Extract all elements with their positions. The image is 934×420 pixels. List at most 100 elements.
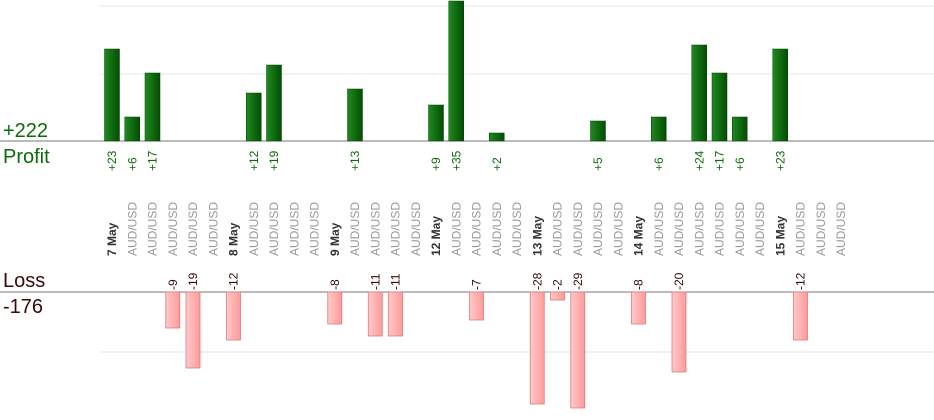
loss-value-label: -20	[672, 272, 686, 290]
profit-value-label: +6	[125, 157, 139, 171]
loss-value-label: -9	[166, 279, 180, 290]
pair-label: AUD/USD	[206, 202, 220, 256]
profit-bar	[489, 132, 505, 142]
profit-caption: Profit	[3, 146, 50, 168]
loss-bar	[570, 291, 586, 409]
pair-label: AUD/USD	[308, 202, 322, 256]
loss-value-label: -19	[186, 272, 200, 290]
loss-value-label: -2	[551, 279, 565, 290]
date-label: 12 May	[429, 216, 443, 256]
pair-label: AUD/USD	[125, 202, 139, 256]
date-label: 9 May	[328, 222, 342, 256]
loss-value-label: -7	[470, 279, 484, 290]
profit-value-label: +12	[247, 150, 261, 171]
date-label: 13 May	[530, 216, 544, 256]
pair-label: AUD/USD	[247, 202, 261, 256]
pair-label: AUD/USD	[186, 202, 200, 256]
pair-label: AUD/USD	[409, 202, 423, 256]
date-label: 15 May	[773, 216, 787, 256]
profit-value-label: +23	[773, 150, 787, 171]
loss-total: -176	[3, 296, 43, 318]
pair-label: AUD/USD	[348, 202, 362, 256]
loss-bar	[550, 291, 565, 301]
pair-label: AUD/USD	[510, 202, 524, 256]
profit-value-label: +13	[348, 150, 362, 171]
profit-value-label: +5	[591, 157, 605, 171]
pair-label: AUD/USD	[834, 202, 848, 256]
loss-bar	[327, 291, 343, 325]
loss-value-label: -8	[328, 279, 342, 290]
profit-value-label: +24	[692, 150, 706, 171]
loss-bar	[469, 291, 484, 321]
loss-bar	[388, 291, 403, 337]
loss-bar	[165, 291, 181, 329]
pair-label: AUD/USD	[814, 202, 828, 256]
pair-label: AUD/USD	[652, 202, 666, 256]
pair-label: AUD/USD	[389, 202, 403, 256]
pair-label: AUD/USD	[287, 202, 301, 256]
loss-value-label: -29	[571, 272, 585, 290]
pair-label: AUD/USD	[611, 202, 625, 256]
pair-label: AUD/USD	[753, 202, 767, 256]
pair-label: AUD/USD	[713, 202, 727, 256]
loss-value-label: -11	[389, 273, 403, 290]
profit-value-label: +17	[146, 150, 160, 171]
loss-bar	[185, 291, 201, 369]
loss-bar	[226, 291, 241, 341]
date-label: 8 May	[227, 222, 241, 256]
pair-label: AUD/USD	[166, 202, 180, 256]
profit-value-label: +6	[733, 157, 747, 171]
loss-value-label: -28	[530, 272, 544, 290]
pair-label: AUD/USD	[551, 202, 565, 256]
profit-bar	[711, 72, 728, 142]
profit-bars	[104, 0, 788, 142]
loss-caption: Loss	[3, 270, 45, 292]
profit-bar	[104, 48, 120, 142]
date-label: 7 May	[105, 222, 119, 256]
loss-bar	[529, 291, 545, 405]
profit-bar	[124, 116, 140, 142]
profit-bar	[347, 88, 363, 142]
profit-bar	[428, 104, 444, 142]
loss-bar	[631, 291, 646, 325]
loss-value-label: -11	[368, 273, 382, 290]
loss-value-label: -12	[227, 272, 241, 290]
pair-label: AUD/USD	[591, 202, 605, 256]
column-labels: 7 May AUD/USD AUD/USD AUD/USD AUD/USD AUD/USD…	[105, 202, 848, 256]
profit-value-label: +23	[105, 150, 119, 171]
profit-value-label: +19	[267, 150, 281, 171]
profit-value-label: +6	[652, 157, 666, 171]
profit-bar	[691, 44, 707, 142]
pair-label: AUD/USD	[692, 202, 706, 256]
date-label: 14 May	[632, 216, 646, 256]
pair-label: AUD/USD	[571, 202, 585, 256]
pair-label: AUD/USD	[794, 202, 808, 256]
loss-bar	[671, 291, 687, 373]
profit-value-label: +17	[713, 150, 727, 171]
profit-bar	[590, 120, 606, 142]
profit-bar	[448, 0, 464, 142]
profit-bar	[732, 116, 748, 142]
value-labels: +23 +6 +17 -9 -19 -12 +12 +19 -8 +13 -11 -11 +9 +35 -7…	[105, 150, 808, 290]
profit-total: +222	[3, 120, 48, 142]
profit-value-label: +2	[490, 157, 504, 171]
loss-value-label: -12	[794, 272, 808, 290]
pair-label: AUD/USD	[672, 202, 686, 256]
pair-label: AUD/USD	[368, 202, 382, 256]
pair-label: AUD/USD	[146, 202, 160, 256]
profit-bar	[266, 64, 282, 142]
pair-label: AUD/USD	[490, 202, 504, 256]
loss-bar	[793, 291, 808, 341]
loss-value-label: -8	[632, 279, 646, 290]
pair-label: AUD/USD	[267, 202, 281, 256]
pair-label: AUD/USD	[733, 202, 747, 256]
pair-label: AUD/USD	[470, 202, 484, 256]
profit-bar	[772, 48, 788, 142]
profit-value-label: +9	[429, 157, 443, 171]
profit-value-label: +35	[449, 150, 463, 171]
profit-bar	[651, 116, 667, 142]
profit-bar	[144, 72, 161, 142]
pair-label: AUD/USD	[449, 202, 463, 256]
loss-bar	[367, 291, 383, 337]
